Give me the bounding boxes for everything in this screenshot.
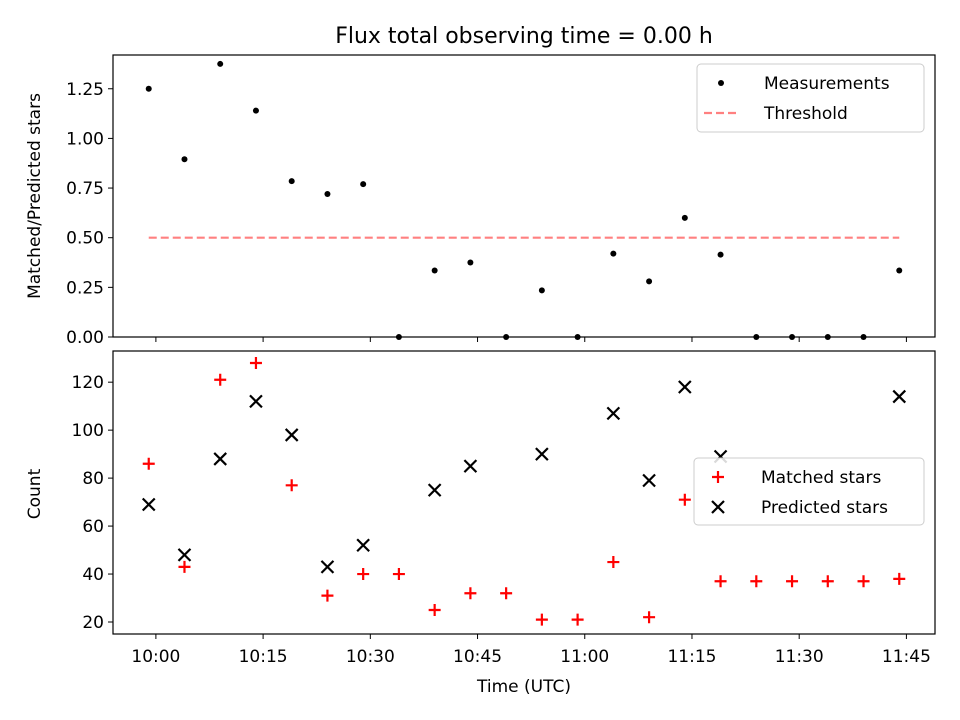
matched-star-point — [571, 613, 584, 626]
legend-box — [693, 457, 925, 526]
x-tick-label: 11:15 — [667, 647, 716, 667]
matched-star-point — [857, 575, 870, 588]
predicted-star-point — [356, 538, 370, 553]
x-tick-label: 11:45 — [882, 647, 931, 667]
matched-star-point — [821, 575, 834, 588]
measurement-point — [431, 267, 438, 274]
matched-star-point — [285, 479, 298, 492]
y-tick-label: 40 — [82, 565, 104, 585]
matched-star-point — [214, 373, 227, 386]
predicted-star-point — [427, 483, 442, 497]
y-tick-label: 0.00 — [66, 328, 104, 348]
y-tick-label: 1.25 — [66, 80, 104, 100]
predicted-star-point — [141, 497, 156, 512]
measurement-point — [181, 156, 188, 163]
predicted-star-point — [177, 548, 192, 562]
plot-frame — [112, 350, 936, 635]
legend-box — [696, 63, 925, 133]
x-tick-label: 10:15 — [239, 647, 288, 667]
predicted-star-point — [606, 406, 621, 421]
matched-star-point — [893, 572, 906, 585]
legend-swatch — [712, 471, 724, 483]
y-tick-label: 60 — [82, 517, 104, 537]
measurement-point — [538, 287, 545, 294]
y-tick-label: 100 — [72, 421, 104, 441]
predicted-star-point — [284, 428, 299, 442]
x-tick-label: 11:30 — [775, 647, 824, 667]
predicted-star-point — [463, 459, 478, 473]
measurement-point — [252, 107, 259, 114]
matched-star-point — [321, 589, 334, 602]
matched-star-point — [607, 556, 620, 569]
matched-star-point — [249, 356, 262, 369]
top-y-axis-label: Matched/Predicted stars — [25, 93, 45, 299]
measurement-point — [610, 250, 617, 257]
bottom-y-axis-label: Count — [25, 468, 45, 519]
predicted-star-point — [892, 389, 907, 404]
predicted-star-point — [535, 447, 549, 461]
legend-swatch — [718, 80, 724, 86]
predicted-star-point — [213, 452, 227, 466]
x-tick-label: 10:00 — [131, 647, 180, 667]
y-tick-label: 0.25 — [66, 278, 104, 298]
predicted-star-point — [678, 380, 692, 394]
y-tick-label: 1.00 — [66, 129, 104, 149]
measurement-point — [717, 251, 724, 258]
top-panel: 0.00 0.25 0.50 0.75 1.00 1.25 Measurements Thre… — [66, 54, 936, 348]
measurement-point — [360, 181, 367, 188]
y-tick-label: 20 — [82, 613, 104, 633]
legend-label: Threshold — [763, 104, 848, 124]
predicted-star-point — [320, 560, 335, 574]
matched-star-point — [178, 560, 191, 573]
y-tick-label: 0.75 — [66, 179, 104, 199]
matched-star-point — [535, 613, 548, 626]
matched-star-point — [643, 611, 656, 624]
measurement-point — [646, 278, 653, 285]
x-axis-label: Time (UTC) — [476, 677, 571, 697]
measurement-point — [145, 85, 152, 92]
measurement-point — [217, 60, 224, 67]
chart-title: Flux total observing time = 0.00 h — [335, 24, 713, 49]
matched-star-point — [392, 568, 405, 581]
measurement-point — [467, 259, 474, 266]
matched-star-point — [786, 575, 799, 588]
legend-label: Measurements — [764, 74, 890, 94]
legend-label: Predicted stars — [761, 498, 888, 518]
legend-swatch — [711, 500, 725, 514]
matched-star-point — [500, 587, 513, 600]
matched-star-point — [714, 575, 727, 588]
bottom-panel: 20 40 60 80 100 120 10:00 10:15 10:30 10:45 11:00 1… — [72, 350, 936, 667]
y-tick-label: 80 — [82, 469, 104, 489]
y-tick-label: 0.50 — [66, 229, 104, 249]
matched-star-point — [678, 493, 691, 506]
matched-star-point — [464, 587, 477, 600]
y-tick-label: 120 — [72, 373, 104, 393]
plot-frame — [112, 54, 936, 338]
predicted-star-point — [642, 473, 656, 488]
legend-label: Matched stars — [761, 468, 881, 488]
matched-star-point — [142, 457, 155, 470]
x-tick-label: 10:45 — [453, 647, 502, 667]
measurement-point — [681, 214, 688, 221]
measurement-point — [288, 178, 295, 185]
matched-star-point — [750, 575, 763, 588]
predicted-star-point — [249, 394, 263, 409]
x-tick-label: 11:00 — [560, 647, 609, 667]
x-tick-label: 10:30 — [346, 647, 395, 667]
measurement-point — [324, 191, 331, 198]
measurement-point — [896, 267, 903, 274]
matched-star-point — [428, 604, 441, 617]
matched-star-point — [357, 568, 370, 581]
